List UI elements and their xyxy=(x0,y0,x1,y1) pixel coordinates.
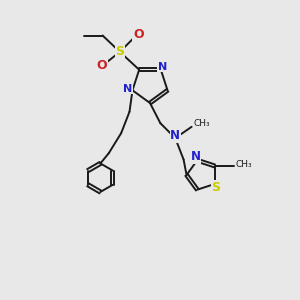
Text: S: S xyxy=(115,45,124,58)
Text: O: O xyxy=(133,28,144,41)
Text: N: N xyxy=(170,129,180,142)
Text: N: N xyxy=(191,150,201,163)
Text: N: N xyxy=(158,62,167,72)
Text: CH₃: CH₃ xyxy=(193,119,210,128)
Text: N: N xyxy=(123,84,133,94)
Text: O: O xyxy=(97,59,107,72)
Text: CH₃: CH₃ xyxy=(235,160,252,169)
Text: S: S xyxy=(212,181,220,194)
